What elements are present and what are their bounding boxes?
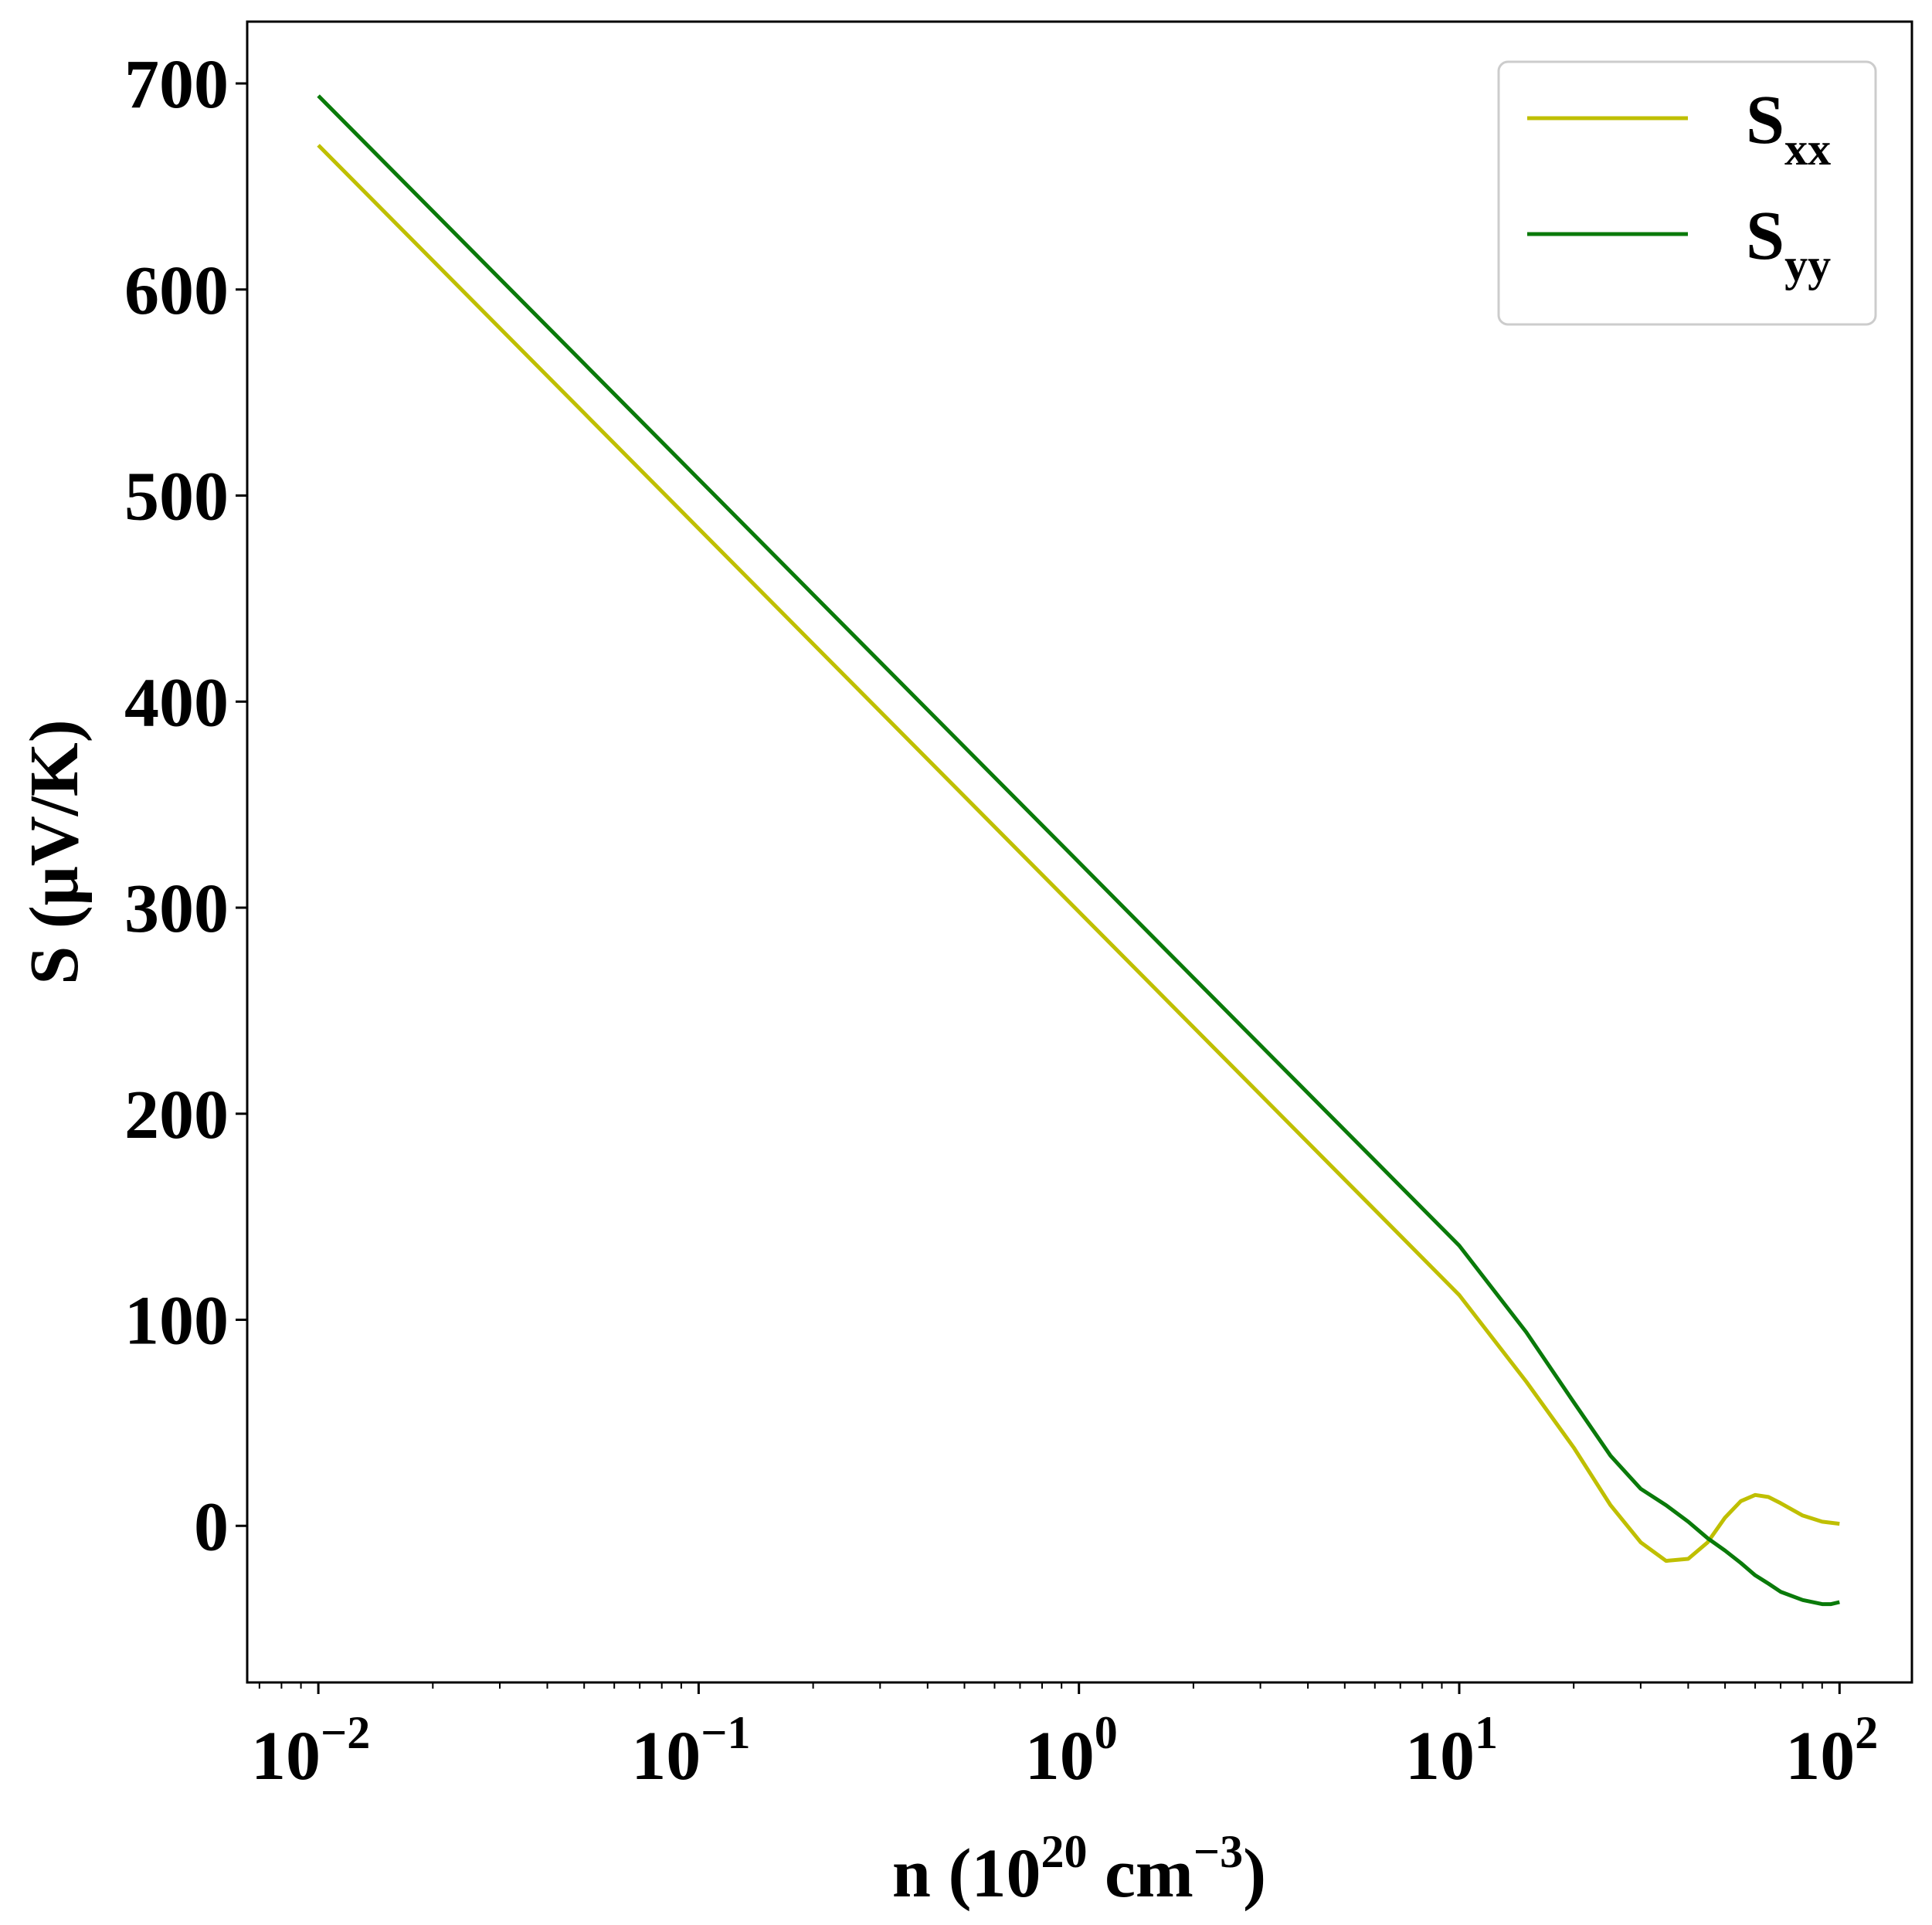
- y-tick-label: 200: [124, 1077, 229, 1153]
- y-tick-label: 700: [124, 46, 229, 123]
- y-axis-label: S (μV/K): [16, 719, 93, 985]
- legend-label-sxx: Sxx: [1746, 82, 1831, 175]
- y-tick-label: 600: [124, 253, 229, 329]
- y-tick-label: 100: [124, 1283, 229, 1360]
- series-layer: [317, 94, 1840, 1607]
- y-tick-label: 0: [194, 1489, 229, 1565]
- y-tick-label: 300: [124, 871, 229, 947]
- series-line-Syy: [317, 94, 1840, 1607]
- x-tick-label: 10−2: [251, 1707, 370, 1794]
- x-tick-label: 100: [1025, 1707, 1118, 1794]
- x-axis-label: n (1020 cm−3): [892, 1826, 1266, 1912]
- x-axis-ticks: 10−2 10−1 100 101 102: [251, 1682, 1878, 1794]
- y-tick-label: 500: [124, 459, 229, 535]
- legend-label-syy: Syy: [1746, 198, 1831, 290]
- legend: Sxx Syy: [1497, 60, 1877, 326]
- y-axis-ticks: 0 100 200 300 400 500 600 700: [124, 46, 247, 1565]
- y-tick-label: 400: [124, 664, 229, 741]
- x-tick-label: 102: [1785, 1707, 1878, 1794]
- x-tick-label: 101: [1405, 1707, 1498, 1794]
- x-tick-label: 10−1: [631, 1707, 750, 1794]
- series-line-Sxx: [317, 144, 1840, 1563]
- legend-box: [1497, 60, 1877, 326]
